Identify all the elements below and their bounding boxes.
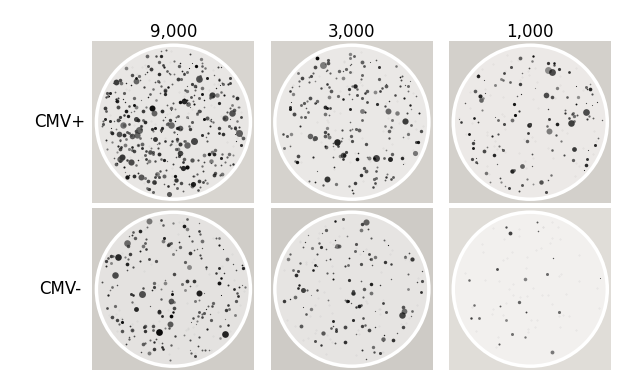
Ellipse shape (96, 45, 250, 199)
Title: 1,000: 1,000 (507, 23, 554, 41)
Text: CMV+: CMV+ (34, 113, 86, 131)
Ellipse shape (453, 45, 608, 199)
Title: 3,000: 3,000 (328, 23, 376, 41)
Ellipse shape (453, 212, 608, 366)
Text: CMV-: CMV- (39, 280, 81, 298)
Ellipse shape (275, 45, 429, 199)
Ellipse shape (275, 212, 429, 366)
Ellipse shape (96, 212, 250, 366)
Title: 9,000: 9,000 (150, 23, 197, 41)
